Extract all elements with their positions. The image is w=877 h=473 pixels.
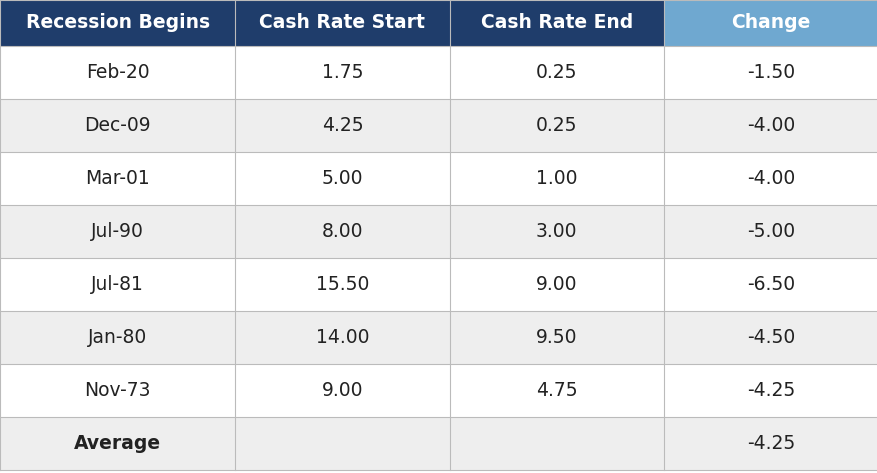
Bar bbox=[0, 99, 235, 152]
Text: Cash Rate End: Cash Rate End bbox=[480, 14, 632, 33]
Bar bbox=[449, 258, 663, 311]
Text: -4.00: -4.00 bbox=[746, 169, 794, 188]
Text: 0.25: 0.25 bbox=[535, 63, 577, 82]
Bar bbox=[0, 205, 235, 258]
Bar bbox=[663, 205, 877, 258]
Text: -4.00: -4.00 bbox=[746, 116, 794, 135]
Text: Mar-01: Mar-01 bbox=[85, 169, 150, 188]
Bar bbox=[235, 152, 449, 205]
Text: -4.25: -4.25 bbox=[746, 381, 794, 400]
Text: 8.00: 8.00 bbox=[321, 222, 363, 241]
Text: Cash Rate Start: Cash Rate Start bbox=[260, 14, 424, 33]
Bar bbox=[663, 46, 877, 99]
Bar bbox=[0, 0, 235, 46]
Bar bbox=[0, 311, 235, 364]
Bar bbox=[0, 46, 235, 99]
Text: -1.50: -1.50 bbox=[746, 63, 794, 82]
Bar bbox=[449, 46, 663, 99]
Text: Dec-09: Dec-09 bbox=[84, 116, 151, 135]
Bar bbox=[235, 311, 449, 364]
Bar bbox=[0, 364, 235, 417]
Text: 3.00: 3.00 bbox=[535, 222, 577, 241]
Text: 14.00: 14.00 bbox=[316, 328, 368, 347]
Text: Jul-81: Jul-81 bbox=[91, 275, 144, 294]
Bar bbox=[0, 152, 235, 205]
Text: 0.25: 0.25 bbox=[535, 116, 577, 135]
Bar bbox=[0, 417, 235, 470]
Text: 1.00: 1.00 bbox=[535, 169, 577, 188]
Text: 5.00: 5.00 bbox=[321, 169, 363, 188]
Text: 4.25: 4.25 bbox=[321, 116, 363, 135]
Bar bbox=[663, 364, 877, 417]
Bar bbox=[235, 364, 449, 417]
Bar bbox=[449, 311, 663, 364]
Bar bbox=[449, 417, 663, 470]
Text: Feb-20: Feb-20 bbox=[86, 63, 149, 82]
Text: 1.75: 1.75 bbox=[321, 63, 363, 82]
Text: Jul-90: Jul-90 bbox=[91, 222, 144, 241]
Bar bbox=[663, 0, 877, 46]
Text: Nov-73: Nov-73 bbox=[84, 381, 151, 400]
Bar bbox=[663, 311, 877, 364]
Text: -6.50: -6.50 bbox=[746, 275, 794, 294]
Text: Recession Begins: Recession Begins bbox=[25, 14, 210, 33]
Bar bbox=[235, 46, 449, 99]
Text: -5.00: -5.00 bbox=[746, 222, 794, 241]
Bar bbox=[663, 152, 877, 205]
Text: 9.00: 9.00 bbox=[321, 381, 363, 400]
Bar bbox=[235, 99, 449, 152]
Bar bbox=[235, 205, 449, 258]
Bar bbox=[235, 258, 449, 311]
Bar bbox=[449, 152, 663, 205]
Text: 9.00: 9.00 bbox=[535, 275, 577, 294]
Text: -4.50: -4.50 bbox=[746, 328, 794, 347]
Bar bbox=[449, 99, 663, 152]
Bar bbox=[0, 258, 235, 311]
Bar bbox=[449, 205, 663, 258]
Text: Average: Average bbox=[74, 434, 161, 453]
Text: 9.50: 9.50 bbox=[535, 328, 577, 347]
Text: Jan-80: Jan-80 bbox=[88, 328, 147, 347]
Text: -4.25: -4.25 bbox=[746, 434, 794, 453]
Text: Change: Change bbox=[731, 14, 809, 33]
Bar bbox=[235, 0, 449, 46]
Bar bbox=[235, 417, 449, 470]
Bar bbox=[449, 364, 663, 417]
Text: 15.50: 15.50 bbox=[316, 275, 368, 294]
Text: 4.75: 4.75 bbox=[535, 381, 577, 400]
Bar bbox=[663, 417, 877, 470]
Bar bbox=[663, 258, 877, 311]
Bar bbox=[449, 0, 663, 46]
Bar bbox=[663, 99, 877, 152]
